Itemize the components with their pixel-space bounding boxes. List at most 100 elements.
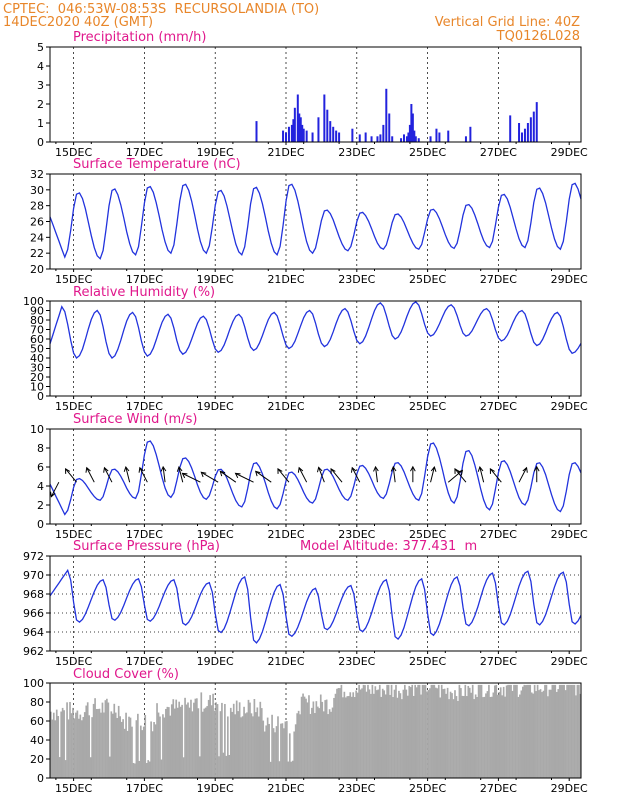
cloud-bar [427,689,430,778]
cloud-bar [294,724,297,778]
cloud-bar [544,684,546,778]
cloud-bar [308,695,310,778]
cloud-bar [191,711,194,778]
wind-vector-arrow [330,468,343,483]
cloud-bar [122,719,124,778]
cloud-bar [408,685,411,778]
cloud-bar [361,688,363,778]
wind-vector-head [330,467,336,474]
cloud-bar [299,714,301,778]
precip-bar [376,136,379,142]
cloud-bar [510,684,512,778]
wind-vector-arrow [489,468,502,483]
cloud-bar [457,700,459,778]
cloud-bar [302,693,304,778]
cloud-bar [187,702,189,778]
wind-vector-head [50,491,56,498]
y-tick-label: 0 [37,518,44,531]
cloud-bar [274,732,276,778]
cloud-bar [321,701,324,778]
cloud-bar [169,715,172,778]
precip-bar [410,104,413,142]
cloud-bar [380,696,383,778]
cloud-bar [150,721,152,778]
precip-bar [298,113,301,142]
cloud-bar [470,692,473,778]
pressure-panel: Surface Pressure (hPa) Model Altitude: 3… [23,539,588,668]
y-tick-label: 100 [23,295,44,308]
x-tick-label: 19DEC [197,400,234,413]
cloud-bar [318,708,321,778]
panel-frame [49,46,582,143]
cloud-bar [253,699,256,778]
y-tick-label: 4 [37,480,44,493]
y-tick-label: 90 [30,305,44,318]
cloud-bar [315,701,318,778]
cloud-bar [235,700,238,778]
x-tick-label: 29DEC [551,400,588,413]
cloud-bar [284,721,287,778]
cloud-bar [66,702,68,778]
temperature-panel: Surface Temperature (nC) 15DEC 17DEC 19DEC… [30,157,588,286]
cloud-bar [165,708,167,778]
cloud-bar [572,684,574,778]
y-tick-label: 5 [37,41,44,54]
cloud-bar [405,689,408,778]
cloud-bar [305,698,307,778]
precip-bar [411,113,414,142]
cloud-bar [168,707,170,778]
cloud-bar [246,712,248,778]
cloud-bar [138,760,141,778]
x-tick-label: 27DEC [480,400,517,413]
cloud-bar [52,712,55,778]
cloud-bar [560,684,563,778]
x-tick-label: 23DEC [338,528,375,541]
x-tick-label: 21DEC [267,146,304,159]
wind-vector-arrow [255,470,272,483]
cloud-bar [445,693,447,778]
cloud-bar [545,684,548,778]
cloud-bar [95,708,98,778]
wind-vector-head [390,465,397,472]
precip-bar [305,130,308,142]
cloud-bar [440,684,443,778]
cloud-bar [451,693,453,778]
cloud-bar [401,699,403,778]
cloud-bar [219,711,222,778]
cloud-bar [480,684,483,778]
cloud-bar [269,761,272,778]
cloud-bar [97,708,99,778]
precip-bar [311,132,314,142]
cloud-bar [175,699,178,778]
cloud-bar [507,684,509,778]
wind-vector-head [477,466,484,472]
cloud-bar [188,707,191,778]
y-tick-label: 0 [37,136,44,149]
cloud-bar [184,697,186,778]
cloud-bar [330,711,332,778]
cloud-bar [524,685,527,778]
x-tick-label: 23DEC [338,782,375,795]
cloud-bar [83,712,86,778]
cloud-bar [319,694,322,778]
precip-bar [518,123,521,142]
cloud-bar [262,720,265,778]
precip-bar [521,132,523,142]
precip-bar [464,136,467,142]
x-tick-label: 29DEC [551,273,588,286]
cloud-bar [256,707,259,778]
cloud-bar [283,728,285,778]
cloud-bar [573,684,576,778]
precip-bar [370,136,373,142]
wind-vector-arrow [162,466,166,483]
wind-vector-arrow [375,466,378,483]
cloud-bar [492,692,495,778]
y-tick-label: 10 [30,423,44,436]
cloud-bar [314,713,316,778]
cloud-bar [272,728,275,778]
wind-vector-arrow [447,470,463,483]
cloud-bar [170,704,173,778]
cloud-bar [194,698,197,778]
y-tick-label: 60 [30,333,44,346]
cloud-bar [449,691,452,778]
